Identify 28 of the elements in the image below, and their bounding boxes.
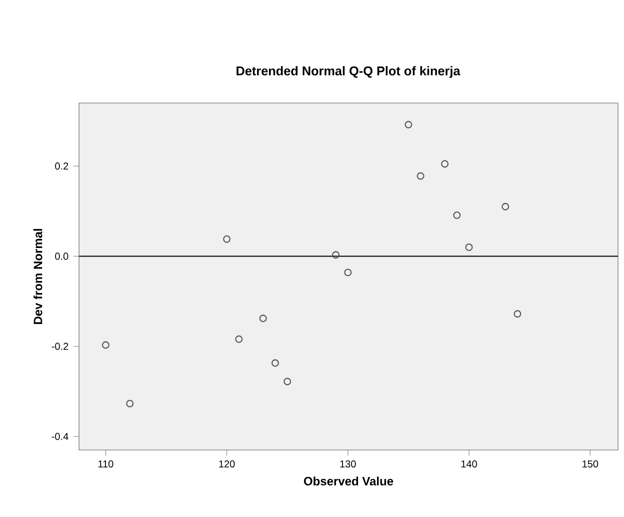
y-tick-label: 0.0 (55, 252, 68, 260)
point (502, 202, 510, 210)
x-axis-title: Observed Value (304, 476, 394, 486)
point (453, 211, 461, 219)
point (416, 172, 424, 180)
chart-title: Detrended Normal Q-Q Plot of kinerja (236, 66, 460, 78)
point (235, 335, 243, 343)
point (126, 400, 134, 408)
point (441, 160, 449, 168)
point (284, 378, 292, 386)
point (404, 120, 412, 128)
x-tick-label: 140 (461, 460, 477, 468)
point (344, 268, 352, 276)
point (332, 251, 340, 259)
y-axis-title: Dev from Normal (33, 229, 42, 324)
y-tick-label: -0.4 (52, 432, 68, 440)
point (259, 314, 267, 322)
y-tick-label: 0.2 (55, 162, 68, 170)
x-tick-label: 130 (340, 460, 356, 468)
x-tick-label: 150 (582, 460, 598, 468)
point (223, 235, 231, 243)
y-tick-label: -0.2 (52, 342, 68, 350)
point (465, 243, 473, 251)
x-tick-label: 110 (98, 460, 114, 468)
point (514, 310, 522, 318)
point (102, 341, 110, 349)
x-tick-label: 120 (219, 460, 235, 468)
point (271, 359, 279, 367)
